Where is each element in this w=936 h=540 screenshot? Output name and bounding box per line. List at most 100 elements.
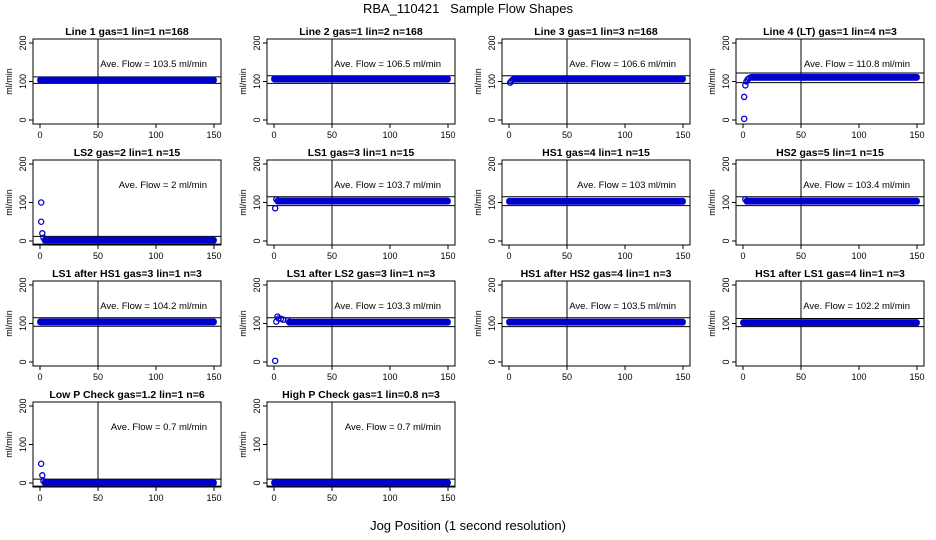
x-tick-label: 150 bbox=[440, 372, 455, 382]
x-tick-label: 150 bbox=[675, 251, 690, 261]
plot-frame bbox=[32, 159, 222, 246]
y-axis-label: ml/min bbox=[4, 68, 14, 95]
data-series-band bbox=[286, 318, 451, 326]
y-tick-label: 200 bbox=[252, 156, 262, 171]
x-tick-label: 100 bbox=[617, 130, 632, 140]
y-axis-label: ml/min bbox=[473, 68, 483, 95]
y-tick-label: 100 bbox=[721, 74, 731, 89]
y-tick-label: 100 bbox=[252, 74, 262, 89]
panel-annotation: Ave. Flow = 0.7 ml/min bbox=[345, 422, 441, 433]
x-tick-label: 50 bbox=[93, 372, 103, 382]
y-tick-label: 200 bbox=[487, 35, 497, 50]
y-tick-label: 100 bbox=[487, 195, 497, 210]
x-tick-label: 0 bbox=[740, 130, 745, 140]
y-tick-label: 100 bbox=[252, 316, 262, 331]
y-tick-label: 100 bbox=[487, 74, 497, 89]
x-tick-label: 0 bbox=[506, 251, 511, 261]
data-series-band bbox=[41, 479, 217, 487]
panel-13: Low P Check gas=1.2 lin=1 n=6 0 50 100 150 0 1… bbox=[4, 389, 222, 503]
panel-title: LS1 gas=3 lin=1 n=15 bbox=[308, 147, 415, 159]
x-tick-label: 0 bbox=[271, 372, 276, 382]
x-tick-label: 100 bbox=[382, 251, 397, 261]
y-axis-label: ml/min bbox=[4, 189, 14, 216]
panel-title: LS2 gas=2 lin=1 n=15 bbox=[74, 147, 181, 159]
x-tick-label: 100 bbox=[617, 251, 632, 261]
y-tick-label: 0 bbox=[18, 359, 28, 364]
y-tick-label: 200 bbox=[252, 35, 262, 50]
x-tick-label: 0 bbox=[506, 130, 511, 140]
panel-title: Low P Check gas=1.2 lin=1 n=6 bbox=[49, 389, 204, 401]
y-tick-label: 200 bbox=[487, 156, 497, 171]
y-tick-label: 0 bbox=[252, 359, 262, 364]
panel-title: LS1 after HS1 gas=3 lin=1 n=3 bbox=[52, 268, 202, 280]
x-tick-label: 150 bbox=[909, 130, 924, 140]
x-tick-label: 100 bbox=[851, 372, 866, 382]
y-tick-label: 100 bbox=[252, 437, 262, 452]
y-tick-label: 0 bbox=[18, 480, 28, 485]
panel-title: Line 4 (LT) gas=1 lin=4 n=3 bbox=[763, 26, 897, 38]
x-tick-label: 150 bbox=[440, 493, 455, 503]
panel-title: HS1 after LS1 gas=4 lin=1 n=3 bbox=[755, 268, 905, 280]
y-axis-label: ml/min bbox=[473, 189, 483, 216]
x-tick-label: 150 bbox=[206, 251, 221, 261]
y-tick-label: 200 bbox=[18, 398, 28, 413]
panel-title: LS1 after LS2 gas=3 lin=1 n=3 bbox=[287, 268, 436, 280]
plot-frame bbox=[32, 401, 222, 488]
data-point bbox=[742, 82, 749, 89]
y-tick-label: 0 bbox=[721, 359, 731, 364]
y-tick-label: 0 bbox=[721, 117, 731, 122]
y-axis-label: ml/min bbox=[238, 189, 248, 216]
y-tick-label: 100 bbox=[18, 437, 28, 452]
y-tick-label: 100 bbox=[18, 195, 28, 210]
x-tick-label: 50 bbox=[796, 251, 806, 261]
panel-annotation: Ave. Flow = 102.2 ml/min bbox=[803, 301, 910, 312]
x-tick-label: 0 bbox=[740, 251, 745, 261]
y-tick-label: 100 bbox=[487, 316, 497, 331]
data-series-band bbox=[274, 197, 451, 205]
x-tick-label: 0 bbox=[37, 372, 42, 382]
x-tick-label: 100 bbox=[851, 251, 866, 261]
y-tick-label: 200 bbox=[18, 156, 28, 171]
y-tick-label: 200 bbox=[18, 277, 28, 292]
panel-annotation: Ave. Flow = 106.5 ml/min bbox=[334, 59, 441, 70]
y-axis-label: ml/min bbox=[707, 68, 717, 95]
data-series-band bbox=[37, 76, 217, 84]
y-tick-label: 100 bbox=[18, 74, 28, 89]
y-axis-label: ml/min bbox=[238, 310, 248, 337]
y-tick-label: 100 bbox=[721, 195, 731, 210]
figure-title: RBA_110421 Sample Flow Shapes bbox=[362, 1, 574, 16]
y-axis-label: ml/min bbox=[707, 310, 717, 337]
data-series-band bbox=[743, 197, 920, 205]
panel-title: Line 2 gas=1 lin=2 n=168 bbox=[299, 26, 423, 38]
data-series-band bbox=[740, 319, 920, 327]
panel-2: Line 2 gas=1 lin=2 n=168 0 50 100 150 0 100 200… bbox=[238, 26, 456, 140]
x-tick-label: 50 bbox=[796, 372, 806, 382]
y-tick-label: 100 bbox=[721, 316, 731, 331]
x-tick-label: 0 bbox=[271, 251, 276, 261]
x-tick-label: 100 bbox=[382, 493, 397, 503]
panel-11: HS1 after HS2 gas=4 lin=1 n=3 0 50 100 150 0 1… bbox=[473, 268, 691, 382]
x-tick-label: 50 bbox=[562, 130, 572, 140]
x-tick-label: 150 bbox=[675, 130, 690, 140]
x-tick-label: 150 bbox=[206, 493, 221, 503]
data-series-band bbox=[271, 479, 451, 487]
data-point bbox=[37, 199, 45, 206]
panel-title: HS2 gas=5 lin=1 n=15 bbox=[776, 147, 884, 159]
data-series-band bbox=[749, 73, 920, 81]
x-tick-label: 150 bbox=[675, 372, 690, 382]
x-tick-label: 100 bbox=[382, 130, 397, 140]
x-tick-label: 150 bbox=[440, 130, 455, 140]
y-tick-label: 0 bbox=[18, 117, 28, 122]
panel-7: HS1 gas=4 lin=1 n=15 0 50 100 150 0 100 200 ml/m… bbox=[473, 147, 691, 261]
data-point bbox=[740, 115, 748, 123]
data-point bbox=[37, 460, 45, 467]
panel-5: LS2 gas=2 lin=1 n=15 0 50 100 150 0 100 200 ml/m… bbox=[4, 147, 222, 261]
plot-frame bbox=[735, 38, 925, 125]
y-axis-label: ml/min bbox=[4, 431, 14, 458]
y-tick-label: 0 bbox=[18, 238, 28, 243]
panel-8: HS2 gas=5 lin=1 n=15 0 50 100 150 0 100 200 ml/m… bbox=[707, 147, 925, 261]
y-tick-label: 200 bbox=[252, 398, 262, 413]
x-tick-label: 50 bbox=[562, 251, 572, 261]
x-tick-label: 0 bbox=[37, 251, 42, 261]
